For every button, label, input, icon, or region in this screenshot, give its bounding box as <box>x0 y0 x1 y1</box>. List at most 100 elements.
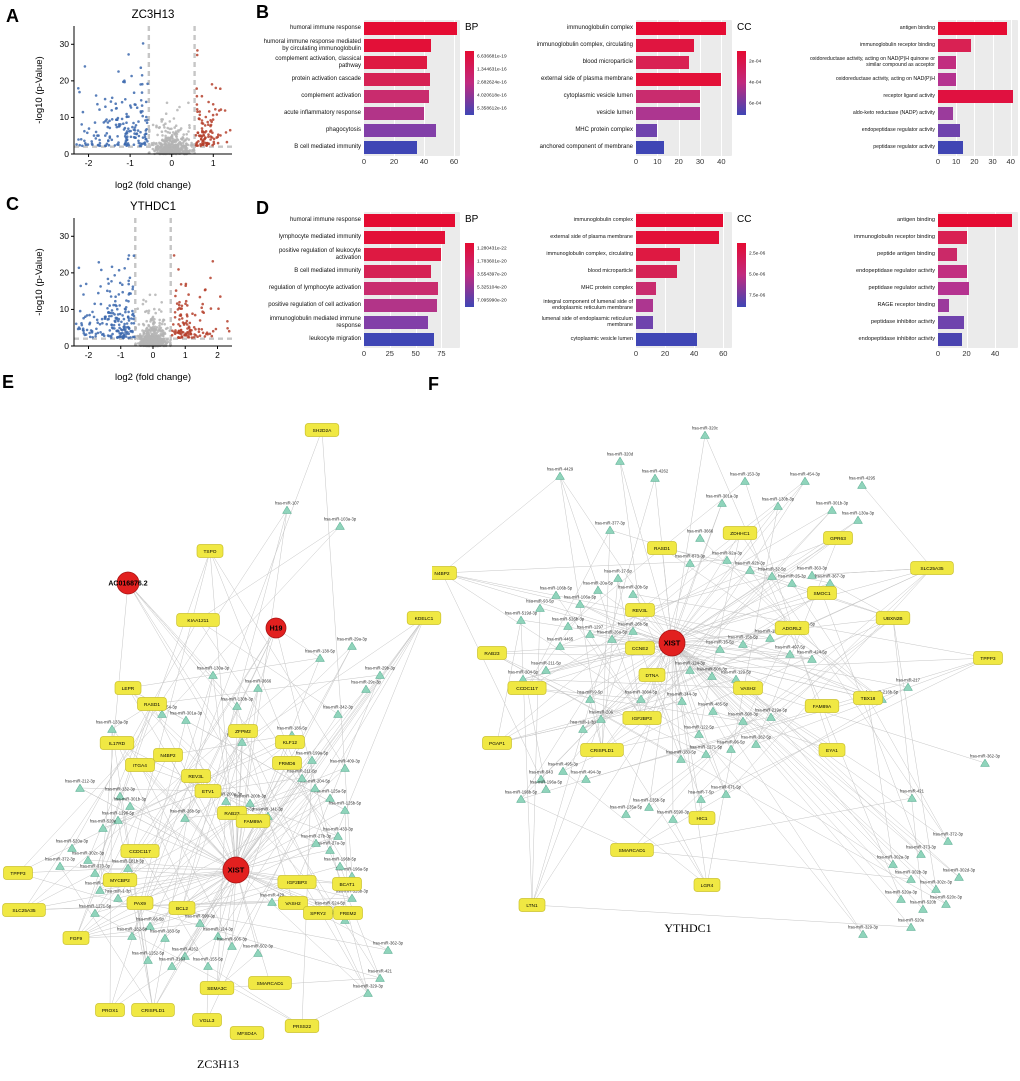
mirna-label: hsa-miR-506-3p <box>217 937 248 942</box>
svg-text:1: 1 <box>183 350 188 360</box>
mirna-label: hsa-miR-106b-5p <box>540 586 573 591</box>
mirna-label: hsa-miR-1296-5p <box>102 811 135 816</box>
gene-node <box>114 681 142 695</box>
mirna-label: hsa-miR-29b-3p <box>365 666 396 671</box>
gene-node <box>774 621 810 635</box>
gene-label: TSPO <box>203 549 216 555</box>
mirna-label: hsa-miR-17-5p <box>604 569 632 574</box>
gene-node <box>477 646 507 660</box>
go-plot-panel <box>636 20 732 156</box>
mirna-label: hsa-miR-7-5p <box>688 790 714 795</box>
mirna-node <box>765 633 775 642</box>
go-chart-mf: antigen binding immunoglobulin receptor b… <box>800 20 1020 167</box>
cerna-network-zc3h13: hsa-miR-107 hsa-miR-103a-3p hsa-miR-29a-3p… <box>0 390 452 1081</box>
mirna-label: hsa-miR-199a-5p <box>296 751 329 756</box>
mirna-label: hsa-miR-138-5p <box>305 649 336 654</box>
go-bar <box>938 333 963 346</box>
mirna-label: hsa-miR-196a-5p <box>336 867 369 872</box>
go-chart-bp: humoral immune response humoral immune re… <box>262 20 523 167</box>
go-term-label: antigen binding <box>897 216 935 223</box>
mirna-label: hsa-miR-372-3p <box>933 832 964 837</box>
go-term-label: oxidoreductase activity, acting on NAD(P… <box>835 75 935 82</box>
mirna-label: hsa-miR-520a-3p <box>885 890 918 895</box>
mirna-label: hsa-miR-302d-3p <box>943 868 976 873</box>
mirna-node <box>676 754 686 763</box>
gene-label: N4BP2 <box>434 571 450 577</box>
mirna-label: hsa-miR-132-3p <box>105 787 136 792</box>
mirna-label: hsa-miR-20a-5p <box>583 581 614 586</box>
mirna-node <box>375 973 385 982</box>
mirna-node <box>628 626 638 635</box>
go-term-label: immunoglobulin receptor binding <box>854 233 935 240</box>
mirna-label: hsa-miR-497-5p <box>775 645 806 650</box>
gene-label: BCAT1 <box>339 882 354 888</box>
svg-text:30: 30 <box>60 231 70 241</box>
go-bar <box>938 231 967 244</box>
gene-label: RASD1 <box>144 702 160 708</box>
mirna-node <box>535 603 545 612</box>
mirna-label: hsa-miR-122-5p <box>684 725 715 730</box>
mirna-label: hsa-miR-520a-3p <box>56 839 89 844</box>
gene-label: KDELC1 <box>415 616 434 622</box>
gene-label: TBX18 <box>861 696 876 702</box>
gene-label: PRSS22 <box>293 1024 312 1030</box>
mirna-node <box>67 843 77 852</box>
gene-label: IGF2BP3 <box>632 716 652 722</box>
mirna-node <box>516 794 526 803</box>
go-bar <box>364 39 432 52</box>
mirna-node <box>558 766 568 775</box>
mirna-node <box>95 885 105 894</box>
gene-node <box>625 641 655 655</box>
svg-text:0: 0 <box>64 149 69 159</box>
mirna-node <box>766 712 776 721</box>
mirna-label: hsa-miR-27b-3p <box>301 834 332 839</box>
mirna-node <box>954 872 964 881</box>
mirna-label: hsa-miR-3666 <box>245 679 272 684</box>
go-legend-gradient <box>737 243 746 307</box>
panel-label-e: E <box>2 372 15 392</box>
mirna-node <box>621 809 631 818</box>
go-bar <box>636 22 726 35</box>
mirna-label: hsa-miR-125a-5p <box>314 789 347 794</box>
go-term-label: external side of plasma membrane <box>540 76 633 83</box>
mirna-label: hsa-miR-320c <box>692 426 718 431</box>
mirna-node <box>253 948 263 957</box>
svg-text:10: 10 <box>60 304 70 314</box>
go-term-label: peptidase regulator activity <box>873 143 935 150</box>
gene-node <box>482 736 512 750</box>
go-legend-title: BP <box>465 22 479 33</box>
mirna-node <box>980 758 990 767</box>
gene-label: TPPP3 <box>10 871 26 877</box>
mirna-node <box>536 774 546 783</box>
panel-label-c: C <box>6 194 19 214</box>
gene-node <box>622 711 662 725</box>
gene-node <box>823 531 853 545</box>
go-term-label: regulation of lymphocyte activation <box>268 285 361 292</box>
go-bar <box>636 56 690 69</box>
mirna-nodes: hsa-miR-107 hsa-miR-103a-3p hsa-miR-29a-3p… <box>45 501 404 997</box>
go-term-label: aldo-keto reductase (NADP) activity <box>852 109 935 116</box>
mirna-node <box>310 783 320 792</box>
go-term-label: leukocyte migration <box>309 336 361 343</box>
mirna-node <box>596 714 606 723</box>
mirna-node <box>125 801 135 810</box>
mirna-node <box>375 670 385 679</box>
go-term-label: phagocytosis <box>325 127 361 134</box>
mirna-node <box>807 570 817 579</box>
mirna-node <box>221 796 231 805</box>
gene-label: KLF12 <box>283 740 297 746</box>
mirna-label: hsa-miR-4465 <box>547 637 574 642</box>
mirna-node <box>726 744 736 753</box>
mirna-label: hsa-miR-506-3p <box>697 667 728 672</box>
panel-label-a: A <box>6 6 19 26</box>
mirna-node <box>127 931 137 940</box>
gene-label: SMOC1 <box>813 591 830 597</box>
mirna-node <box>721 789 731 798</box>
gene-label: ADGRL2 <box>782 626 802 632</box>
gene-node <box>95 1003 125 1017</box>
mirna-label: hsa-miR-543 <box>529 770 554 775</box>
mirna-node <box>578 724 588 733</box>
mirna-label: hsa-miR-495-3p <box>548 762 579 767</box>
lncrna-label: H19 <box>270 625 283 632</box>
go-term-label: endopeptidase inhibitor activity <box>858 335 936 342</box>
